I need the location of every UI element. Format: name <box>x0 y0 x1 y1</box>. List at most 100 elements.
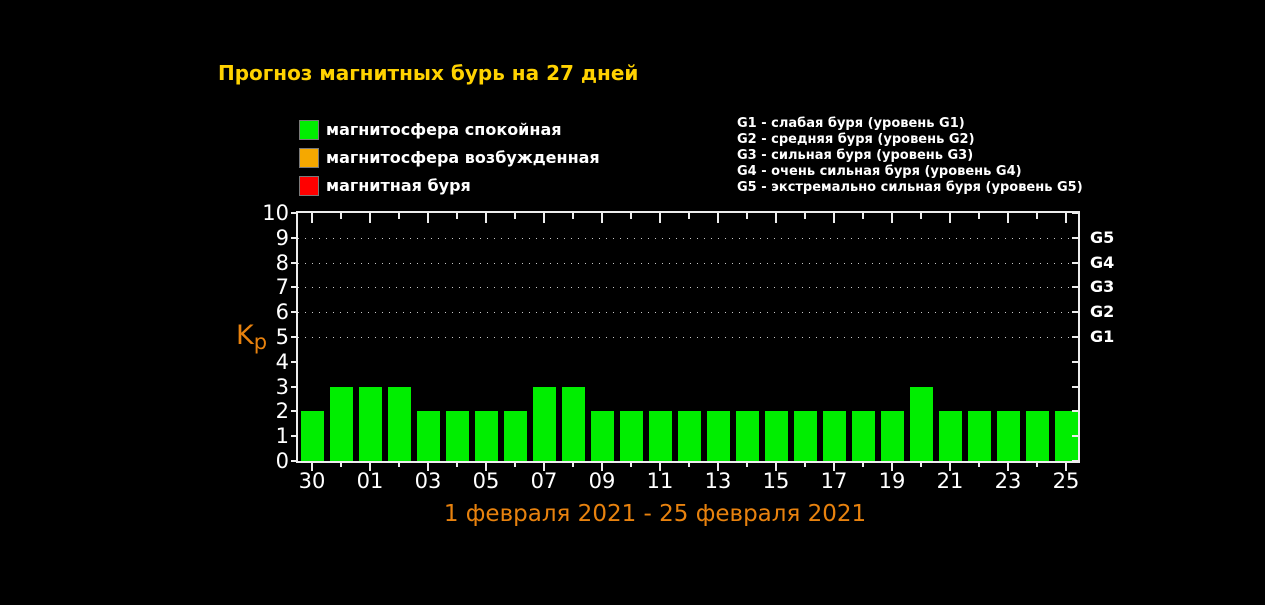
x-tick-bottom <box>311 463 313 471</box>
x-tick-top <box>978 213 980 219</box>
bar-day-24 <box>1026 411 1049 461</box>
x-tick-bottom <box>456 463 458 467</box>
bar-day-23 <box>997 411 1020 461</box>
x-tick-top <box>891 213 893 223</box>
y-tick-right <box>1072 460 1078 462</box>
x-tick-top <box>717 213 719 223</box>
g-level-label-g5: G5 <box>1090 227 1115 247</box>
y-tick-right <box>1072 311 1078 314</box>
y-axis-tick-label: 6 <box>275 300 289 325</box>
g-level-label-g2: G2 <box>1090 302 1115 322</box>
y-tick-right <box>1072 435 1078 438</box>
bar-day-14 <box>736 411 759 461</box>
g-level-label-g3: G3 <box>1090 277 1115 297</box>
legend-item-label: магнитосфера возбужденная <box>326 148 600 167</box>
x-axis-tick-label: 07 <box>530 469 558 493</box>
x-tick-bottom <box>427 463 429 471</box>
x-tick-bottom <box>485 463 487 471</box>
x-axis-tick-label: 17 <box>820 469 848 493</box>
x-tick-top <box>427 213 429 223</box>
y-axis-tick-label: 1 <box>275 424 289 449</box>
bar-day-04 <box>446 411 469 461</box>
x-tick-bottom <box>746 463 748 467</box>
bar-day-11 <box>649 411 672 461</box>
y-tick-left <box>291 236 296 239</box>
x-tick-top <box>833 213 835 223</box>
y-tick-right <box>1072 236 1078 239</box>
g-level-label-g4: G4 <box>1090 252 1115 272</box>
x-axis-tick-label: 09 <box>588 469 616 493</box>
storm-level-g1: G1 - слабая буря (уровень G1) <box>737 116 965 131</box>
bar-day-10 <box>620 411 643 461</box>
x-tick-bottom <box>398 463 400 467</box>
storm-level-g2: G2 - средняя буря (уровень G2) <box>737 132 975 147</box>
gridline-g3 <box>298 287 1078 289</box>
y-tick-left <box>291 311 296 314</box>
y-tick-right <box>1072 336 1078 338</box>
x-tick-top <box>775 213 777 223</box>
bar-day-06 <box>504 411 527 461</box>
x-tick-bottom <box>688 463 690 467</box>
gridline-g2 <box>298 312 1078 314</box>
quiet-color-swatch <box>299 120 319 140</box>
y-axis-tick-label: 0 <box>275 449 289 473</box>
x-axis-tick-label: 11 <box>646 469 674 493</box>
x-tick-top <box>746 213 748 219</box>
y-tick-left <box>291 360 296 363</box>
bar-day-13 <box>707 411 730 461</box>
x-tick-bottom <box>659 463 661 471</box>
y-tick-left <box>291 336 296 338</box>
x-tick-bottom <box>978 463 980 467</box>
x-tick-bottom <box>340 463 342 467</box>
bar-day-31 <box>330 387 353 461</box>
y-tick-right <box>1072 212 1078 214</box>
bar-day-19 <box>881 411 904 461</box>
x-axis-tick-label: 23 <box>994 469 1022 493</box>
x-tick-top <box>804 213 806 219</box>
y-tick-left <box>291 385 296 388</box>
x-axis-tick-label: 01 <box>356 469 384 493</box>
y-tick-right <box>1072 286 1078 289</box>
bar-day-25 <box>1055 411 1078 461</box>
x-axis-tick-label: 19 <box>878 469 906 493</box>
bar-day-21 <box>939 411 962 461</box>
x-axis-tick-label: 30 <box>298 469 326 493</box>
x-tick-bottom <box>717 463 719 471</box>
x-tick-bottom <box>543 463 545 471</box>
x-tick-top <box>340 213 342 219</box>
x-tick-top <box>920 213 922 219</box>
x-tick-top <box>688 213 690 219</box>
x-tick-top <box>1065 213 1067 223</box>
y-axis-tick-label: 2 <box>275 399 289 424</box>
bar-day-18 <box>852 411 875 461</box>
bar-day-02 <box>388 387 411 461</box>
x-tick-top <box>485 213 487 223</box>
x-tick-top <box>1036 213 1038 219</box>
x-tick-bottom <box>775 463 777 471</box>
x-axis-tick-label: 13 <box>704 469 732 493</box>
y-tick-right <box>1072 261 1078 264</box>
y-axis-tick-label: 9 <box>275 225 289 250</box>
x-axis-tick-label: 25 <box>1052 469 1080 493</box>
x-tick-bottom <box>862 463 864 467</box>
x-tick-bottom <box>1007 463 1009 471</box>
x-axis-tick-label: 05 <box>472 469 500 493</box>
y-tick-right <box>1072 385 1078 388</box>
y-axis-tick-label: 4 <box>275 349 289 374</box>
x-tick-bottom <box>891 463 893 471</box>
bar-day-03 <box>417 411 440 461</box>
legend-item-label: магнитосфера спокойная <box>326 120 562 139</box>
storm-level-g5: G5 - экстремально сильная буря (уровень … <box>737 180 1083 195</box>
bar-day-22 <box>968 411 991 461</box>
y-tick-right <box>1072 410 1078 413</box>
x-tick-bottom <box>369 463 371 471</box>
bar-day-17 <box>823 411 846 461</box>
x-tick-bottom <box>1036 463 1038 467</box>
x-tick-bottom <box>1065 463 1067 471</box>
x-tick-top <box>369 213 371 223</box>
y-axis-tick-label: 8 <box>275 250 289 275</box>
y-tick-left <box>291 460 296 462</box>
excited-color-swatch <box>299 148 319 168</box>
bar-day-09 <box>591 411 614 461</box>
